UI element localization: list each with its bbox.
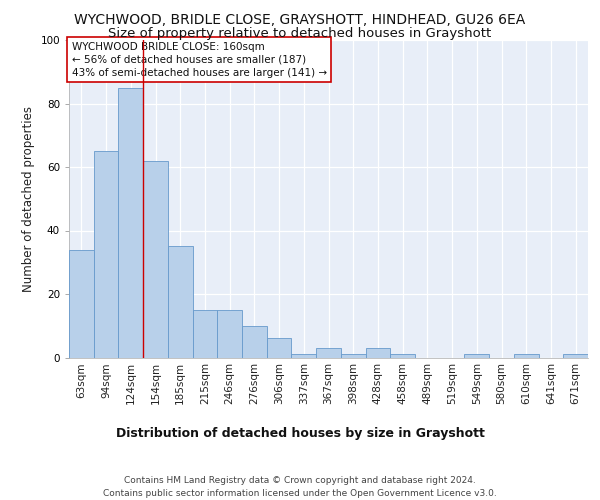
Bar (341, 354, 365, 358)
Bar (292, 354, 316, 358)
Bar (168, 246, 193, 358)
Bar (316, 348, 341, 358)
Text: Size of property relative to detached houses in Grayshott: Size of property relative to detached ho… (109, 28, 491, 40)
Bar (143, 160, 168, 358)
Text: Contains HM Land Registry data © Crown copyright and database right 2024.
Contai: Contains HM Land Registry data © Crown c… (103, 476, 497, 498)
Bar (94, 151, 118, 358)
Bar (365, 348, 390, 358)
Bar (390, 354, 415, 358)
Bar (563, 354, 588, 358)
Bar (69, 250, 94, 358)
Bar (118, 88, 143, 358)
Bar (193, 310, 217, 358)
Bar (217, 310, 242, 358)
Bar (242, 326, 267, 358)
Y-axis label: Number of detached properties: Number of detached properties (22, 106, 35, 292)
Text: Distribution of detached houses by size in Grayshott: Distribution of detached houses by size … (116, 428, 484, 440)
Bar (267, 338, 292, 357)
Bar (514, 354, 539, 358)
Text: WYCHWOOD, BRIDLE CLOSE, GRAYSHOTT, HINDHEAD, GU26 6EA: WYCHWOOD, BRIDLE CLOSE, GRAYSHOTT, HINDH… (74, 12, 526, 26)
Text: WYCHWOOD BRIDLE CLOSE: 160sqm
← 56% of detached houses are smaller (187)
43% of : WYCHWOOD BRIDLE CLOSE: 160sqm ← 56% of d… (71, 42, 327, 78)
Bar (464, 354, 489, 358)
